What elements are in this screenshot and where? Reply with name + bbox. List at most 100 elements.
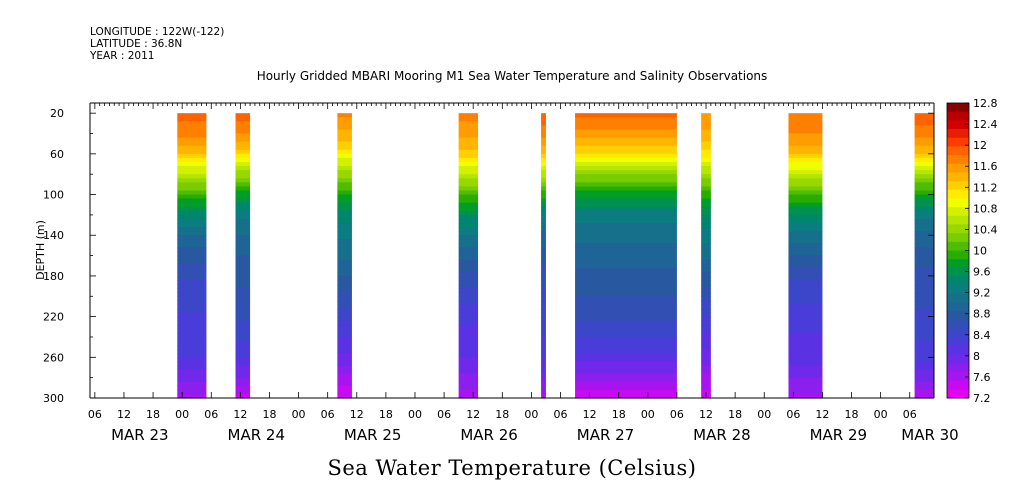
x-hour-tick-label: 06 (903, 408, 917, 421)
depth-cell (235, 194, 251, 200)
depth-cell (337, 247, 352, 253)
x-hour-tick-label: 18 (262, 408, 276, 421)
depth-cell (177, 267, 207, 273)
depth-cell (177, 349, 207, 354)
depth-cell (541, 393, 546, 399)
depth-cell (701, 373, 711, 379)
depth-cell (788, 202, 823, 208)
depth-cell (788, 145, 823, 151)
depth-cell (575, 320, 677, 326)
depth-cell (541, 113, 546, 118)
data-segment (458, 113, 479, 399)
depth-cell (788, 174, 823, 179)
depth-cell (541, 227, 546, 232)
depth-cell (235, 141, 251, 147)
depth-cell (458, 332, 479, 338)
depth-cell (575, 149, 677, 155)
depth-cell (788, 170, 823, 175)
depth-cell (541, 341, 546, 346)
depth-cell (235, 186, 251, 192)
colorbar-bin (947, 328, 969, 338)
depth-cell (337, 218, 352, 224)
depth-cell (337, 137, 352, 143)
depth-cell (788, 328, 823, 334)
depth-cell (541, 117, 546, 122)
depth-cell (235, 271, 251, 277)
depth-cell (914, 259, 934, 265)
depth-cell (541, 316, 546, 322)
depth-cell (914, 365, 934, 371)
depth-cell (177, 300, 207, 306)
depth-cell (701, 328, 711, 334)
depth-cell (575, 157, 677, 163)
depth-cell (914, 162, 934, 167)
depth-cell (541, 157, 546, 163)
depth-cell (575, 284, 677, 289)
depth-cell (788, 308, 823, 314)
depth-cell (337, 149, 352, 155)
depth-cell (788, 198, 823, 204)
depth-cell (914, 113, 934, 118)
depth-cell (458, 121, 479, 126)
depth-cell (458, 182, 479, 188)
depth-cell (177, 141, 207, 147)
depth-cell (914, 288, 934, 293)
depth-cell (337, 377, 352, 383)
colorbar-bin (947, 224, 969, 234)
depth-cell (458, 316, 479, 322)
depth-cell (541, 178, 546, 183)
depth-cell (914, 214, 934, 220)
depth-cell (177, 369, 207, 375)
depth-cell (575, 365, 677, 371)
depth-cell (914, 223, 934, 228)
depth-cell (914, 353, 934, 358)
depth-cell (337, 381, 352, 387)
depth-cell (235, 393, 251, 399)
depth-cell (337, 227, 352, 232)
depth-cell (701, 178, 711, 183)
colorbar-bin (947, 259, 969, 269)
depth-cell (701, 341, 711, 346)
depth-cell (575, 324, 677, 330)
depth-cell (337, 332, 352, 338)
depth-cell (235, 162, 251, 167)
depth-cell (914, 141, 934, 147)
depth-cell (541, 332, 546, 338)
depth-cell (541, 308, 546, 314)
depth-cell (788, 243, 823, 249)
depth-cell (575, 214, 677, 220)
depth-cell (177, 345, 207, 350)
longitude-label: LONGITUDE : 122W(-122) (90, 26, 224, 38)
colorbar-bin (947, 198, 969, 208)
depth-cell (235, 247, 251, 253)
depth-cell (458, 223, 479, 228)
depth-cell (701, 349, 711, 354)
depth-cell (914, 243, 934, 249)
y-tick-label: 180 (43, 270, 64, 283)
depth-cell (541, 259, 546, 265)
depth-cell (235, 369, 251, 375)
depth-cell (235, 361, 251, 367)
depth-cell (575, 280, 677, 285)
depth-cell (914, 121, 934, 126)
depth-cell (235, 251, 251, 257)
depth-cell (701, 365, 711, 371)
depth-cell (337, 190, 352, 196)
depth-cell (575, 312, 677, 318)
depth-cell (701, 369, 711, 375)
depth-cell (788, 186, 823, 192)
data-segment (914, 113, 934, 399)
depth-cell (541, 137, 546, 143)
depth-cell (177, 296, 207, 301)
depth-cell (575, 186, 677, 192)
depth-cell (788, 121, 823, 126)
depth-cell (701, 385, 711, 391)
depth-cell (914, 145, 934, 151)
depth-cell (458, 353, 479, 358)
colorbar-bin (947, 276, 969, 286)
depth-cell (701, 247, 711, 253)
depth-cell (575, 316, 677, 322)
depth-cell (788, 235, 823, 240)
colorbar-bin (947, 345, 969, 356)
depth-cell (575, 389, 677, 395)
